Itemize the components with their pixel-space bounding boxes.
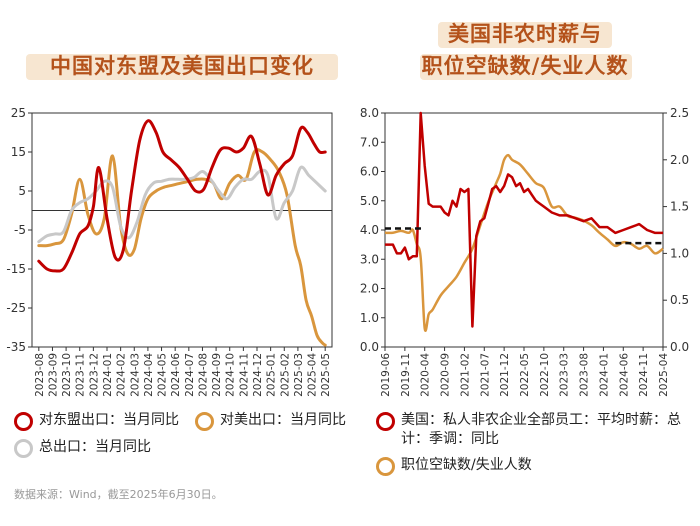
right-x-tick-label: 2023-03	[559, 353, 571, 397]
legend-item-total: 总出口：当月同比	[14, 438, 151, 458]
left-y-tick-label: -25	[6, 301, 26, 315]
legend-label-vacancy: 职位空缺数/失业人数	[401, 457, 532, 473]
right-x-tick-label: 2021-02	[459, 353, 471, 397]
left-legend-row-1: 对东盟出口：当月同比 对美出口：当月同比	[14, 411, 362, 431]
right-series-vacancy-line	[384, 153, 664, 332]
legend-label-wage: 美国：私人非农企业全部员工：平均时薪：总计：季调：同比	[401, 412, 681, 447]
left-y-tick-label: 25	[11, 106, 26, 120]
right-x-tick-label: 2022-05	[519, 353, 531, 397]
left-y-tick-label: -35	[6, 340, 26, 354]
right-right-y-tick-label: 2.0	[670, 153, 689, 167]
legend-item-us: 对美出口：当月同比	[195, 411, 346, 431]
legend-item-asean: 对东盟出口：当月同比	[14, 411, 179, 431]
legend-marker-asean	[14, 412, 33, 431]
right-left-y-tick-label: 3.0	[360, 252, 379, 266]
left-chart-title: 中国对东盟及美国出口变化	[50, 54, 314, 78]
legend-item-vacancy: 职位空缺数/失业人数	[376, 456, 532, 476]
right-left-y-tick-label: 8.0	[360, 106, 379, 120]
left-x-tick-label: 2025-02	[279, 353, 291, 397]
right-left-y-tick-label: 0.0	[360, 340, 379, 354]
left-x-tick-label: 2024-03	[129, 353, 141, 397]
source-note: 数据来源：Wind，截至2025年6月30日。	[14, 488, 223, 501]
right-series-wage-line	[385, 111, 663, 328]
legend-item-wage: 美国：私人非农企业全部员工：平均时薪：总计：季调：同比	[376, 411, 683, 449]
legend-marker-us	[195, 412, 214, 431]
right-chart-title-line2: 职位空缺数/失业人数	[421, 54, 629, 78]
right-x-tick-label: 2019-06	[380, 353, 392, 397]
left-x-tick-label: 2023-08	[34, 353, 46, 397]
left-x-tick-label: 2025-01	[266, 353, 278, 397]
left-series-asean-line	[37, 119, 327, 273]
right-x-tick-label: 2021-12	[499, 353, 511, 397]
legend-label-us: 对美出口：当月同比	[220, 412, 346, 428]
right-left-y-tick-label: 7.0	[360, 135, 379, 149]
left-x-tick-label: 2024-12	[252, 353, 264, 397]
left-x-tick-label: 2024-11	[238, 353, 250, 397]
right-left-y-tick-label: 6.0	[360, 165, 379, 179]
left-x-tick-label: 2023-11	[75, 353, 87, 397]
left-y-tick-label: 15	[11, 145, 26, 159]
left-series-total-line	[37, 165, 327, 244]
left-legend-row-2: 总出口：当月同比	[14, 438, 167, 458]
left-x-tick-label: 2024-02	[116, 353, 128, 397]
left-title-band	[26, 54, 338, 80]
left-x-tick-label: 2024-10	[225, 353, 237, 397]
right-x-tick-label: 2020-04	[420, 353, 432, 397]
right-legend-row-2: 职位空缺数/失业人数	[376, 456, 548, 476]
left-x-tick-label: 2024-07	[184, 353, 196, 397]
right-chart-title-line1: 美国非农时薪与	[448, 22, 602, 46]
right-left-y-tick-label: 5.0	[360, 194, 379, 208]
right-legend-row-1: 美国：私人非农企业全部员工：平均时薪：总计：季调：同比	[376, 411, 686, 449]
left-y-tick-label: 5	[18, 184, 26, 198]
right-x-tick-label: 2024-06	[618, 353, 630, 397]
left-x-tick-label: 2024-04	[143, 353, 155, 397]
right-right-y-tick-label: 0.5	[670, 293, 689, 307]
legend-marker-wage	[376, 412, 395, 431]
left-x-tick-label: 2024-01	[102, 353, 114, 397]
right-left-y-tick-label: 2.0	[360, 282, 379, 296]
left-x-tick-label: 2023-09	[47, 353, 59, 397]
right-right-y-tick-label: 1.5	[670, 200, 689, 214]
left-x-tick-label: 2024-09	[211, 353, 223, 397]
left-plot-frame	[31, 112, 333, 348]
right-right-y-tick-label: 0.0	[670, 340, 689, 354]
right-left-y-tick-label: 4.0	[360, 223, 379, 237]
left-x-tick-label: 2024-08	[197, 353, 209, 397]
right-x-tick-label: 2025-04	[658, 353, 670, 397]
right-x-tick-label: 2022-10	[539, 353, 551, 397]
left-x-tick-label: 2023-10	[61, 353, 73, 397]
legend-marker-total	[14, 439, 33, 458]
right-left-y-tick-label: 1.0	[360, 311, 379, 325]
right-x-tick-label: 2020-09	[440, 353, 452, 397]
right-x-tick-label: 2021-07	[479, 353, 491, 397]
right-title-band-1	[438, 22, 612, 48]
legend-label-asean: 对东盟出口：当月同比	[39, 412, 179, 428]
right-x-tick-label: 2019-11	[400, 353, 412, 397]
legend-label-total: 总出口：当月同比	[39, 439, 151, 455]
left-x-tick-label: 2024-05	[157, 353, 169, 397]
right-x-tick-label: 2024-11	[638, 353, 650, 397]
left-y-tick-label: -15	[6, 262, 26, 276]
right-chart: 8.0 7.0 6.0 5.0 4.0 3.0 2.0 1.0 0.0 2.5 2.0 1.5 1.0 0…	[360, 106, 689, 397]
right-right-y-tick-label: 1.0	[670, 246, 689, 260]
right-title-band-2	[420, 54, 632, 80]
left-y-tick-label: -5	[14, 223, 26, 237]
right-x-tick-label: 2024-01	[598, 353, 610, 397]
right-x-tick-label: 2023-08	[579, 353, 591, 397]
left-x-tick-label: 2025-03	[293, 353, 305, 397]
left-x-tick-label: 2024-06	[170, 353, 182, 397]
legend-marker-vacancy	[376, 457, 395, 476]
left-x-tick-label: 2025-04	[307, 353, 319, 397]
right-right-y-tick-label: 2.5	[670, 106, 689, 120]
left-x-tick-label: 2023-12	[88, 353, 100, 397]
left-x-tick-label: 2025-05	[320, 353, 332, 397]
